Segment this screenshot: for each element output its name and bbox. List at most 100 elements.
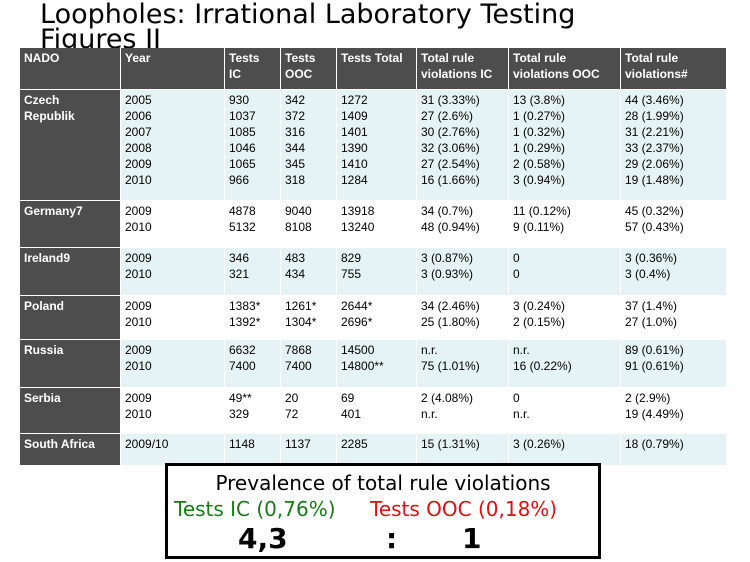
data-cell: 1383* 1392* — [225, 296, 280, 339]
header-cell: Year — [121, 48, 224, 89]
nado-name: Ireland9 — [24, 251, 71, 265]
data-cell: 2 (2.9%) 19 (4.49%) — [621, 388, 726, 433]
data-cell: 0 n.r. — [509, 388, 620, 433]
cell-text: 2 (2.9%) — [625, 391, 671, 405]
cell-text: 27 (1.0%) — [625, 315, 678, 329]
data-cell: 2285 — [337, 434, 416, 465]
data-cell: 346 321 — [225, 248, 280, 295]
cell-text: 2009 — [125, 343, 152, 357]
cell-text: 37 (1.4%) — [625, 299, 678, 313]
data-cell: 3 (0.87%) 3 (0.93%) — [417, 248, 508, 295]
cell-text: 2010 — [125, 173, 152, 187]
cell-text: 1 (0.32%) — [513, 125, 566, 139]
cell-text: 4878 — [229, 204, 256, 218]
cell-text: 3 (0.93%) — [421, 267, 474, 281]
cell-text: 14500 — [341, 343, 375, 357]
cell-text: 2009 — [125, 391, 152, 405]
header-cell: Total rule violations# — [621, 48, 726, 89]
cell-text: 2005 — [125, 93, 152, 107]
cell-text: 1085 — [229, 125, 256, 139]
cell-text: 34 (2.46%) — [421, 299, 480, 313]
nado-cell: South Africa — [20, 434, 120, 465]
data-cell: 49** 329 — [225, 388, 280, 433]
cell-text: 318 — [285, 173, 306, 187]
cell-text: 345 — [285, 157, 306, 171]
cell-text: 966 — [229, 173, 250, 187]
ratio-ic: 4,3 — [238, 522, 288, 555]
cell-text: 2 (4.08%) — [421, 391, 474, 405]
cell-text: 2 (0.58%) — [513, 157, 566, 171]
data-cell: 7868 7400 — [281, 340, 336, 387]
cell-text: 1 (0.29%) — [513, 141, 566, 155]
cell-text: 19 (4.49%) — [625, 407, 684, 421]
cell-text: 1304* — [285, 315, 317, 329]
cell-text: 1390 — [341, 141, 368, 155]
cell-text: 2010 — [125, 359, 152, 373]
cell-text: 1383* — [229, 299, 261, 313]
data-cell: 2009/10 — [121, 434, 224, 465]
cell-text: 28 (1.99%) — [625, 109, 684, 123]
cell-text: 2644* — [341, 299, 373, 313]
cell-text: 344 — [285, 141, 306, 155]
cell-text: 20 — [285, 391, 299, 405]
cell-text: 48 (0.94%) — [421, 220, 480, 234]
cell-text: 0 — [513, 251, 520, 265]
cell-text: 32 (3.06%) — [421, 141, 480, 155]
data-cell: 2009 2010 — [121, 201, 224, 247]
cell-text: 13 (3.8%) — [513, 93, 566, 107]
cell-text: 483 — [285, 251, 306, 265]
data-cell: 44 (3.46%) 28 (1.99%) 31 (2.21%) 33 (2.37%)… — [621, 90, 726, 200]
cell-text: 930 — [229, 93, 250, 107]
nado-cell: Serbia — [20, 388, 120, 433]
cell-text: 3 (0.87%) — [421, 251, 474, 265]
cell-text: 15 (1.31%) — [421, 437, 480, 451]
data-cell: 1148 — [225, 434, 280, 465]
cell-text: 2010 — [125, 220, 152, 234]
data-cell: 4878 5132 — [225, 201, 280, 247]
data-cell: 2009 2010 — [121, 296, 224, 339]
cell-text: 316 — [285, 125, 306, 139]
data-cell: 13 (3.8%) 1 (0.27%) 1 (0.32%) 1 (0.29%) 2 (0… — [509, 90, 620, 200]
header-text: Total rule violations IC — [421, 51, 493, 81]
cell-text: 3 (0.94%) — [513, 173, 566, 187]
cell-text: n.r. — [513, 343, 530, 357]
ratio-ooc: 1 — [462, 522, 482, 555]
cell-text: 2010 — [125, 267, 152, 281]
cell-text: 1410 — [341, 157, 368, 171]
header-cell: Tests Total — [337, 48, 416, 89]
cell-text: 1284 — [341, 173, 368, 187]
data-cell: 829 755 — [337, 248, 416, 295]
data-cell: 3 (0.36%) 3 (0.4%) — [621, 248, 726, 295]
data-cell: 2009 2010 — [121, 340, 224, 387]
cell-text: 13918 — [341, 204, 375, 218]
header-text: Tests Total — [341, 51, 403, 65]
header-cell: Total rule violations OOC — [509, 48, 620, 89]
cell-text: n.r. — [421, 343, 438, 357]
data-cell: 18 (0.79%) — [621, 434, 726, 465]
cell-text: 1148 — [229, 437, 255, 451]
cell-text: 2009 — [125, 204, 152, 218]
data-cell: 483 434 — [281, 248, 336, 295]
nado-cell: Germany7 — [20, 201, 120, 247]
cell-text: 18 (0.79%) — [625, 437, 684, 451]
cell-text: 89 (0.61%) — [625, 343, 684, 357]
cell-text: 755 — [341, 267, 362, 281]
nado-name: Serbia — [24, 391, 61, 405]
cell-text: 1401 — [341, 125, 368, 139]
summary-heading: Prevalence of total rule violations — [215, 471, 551, 495]
cell-text: 1409 — [341, 109, 368, 123]
data-cell: 31 (3.33%) 27 (2.6%) 30 (2.76%) 32 (3.06%) 2… — [417, 90, 508, 200]
cell-text: 342 — [285, 93, 306, 107]
data-cell: 20 72 — [281, 388, 336, 433]
cell-text: 2696* — [341, 315, 373, 329]
cell-text: 57 (0.43%) — [625, 220, 684, 234]
data-cell: 37 (1.4%) 27 (1.0%) — [621, 296, 726, 339]
cell-text: 29 (2.06%) — [625, 157, 684, 171]
cell-text: 321 — [229, 267, 250, 281]
nado-cell: Russia — [20, 340, 120, 387]
nado-name: Poland — [24, 299, 65, 313]
cell-text: 7400 — [229, 359, 256, 373]
cell-text: 3 (0.4%) — [625, 267, 671, 281]
